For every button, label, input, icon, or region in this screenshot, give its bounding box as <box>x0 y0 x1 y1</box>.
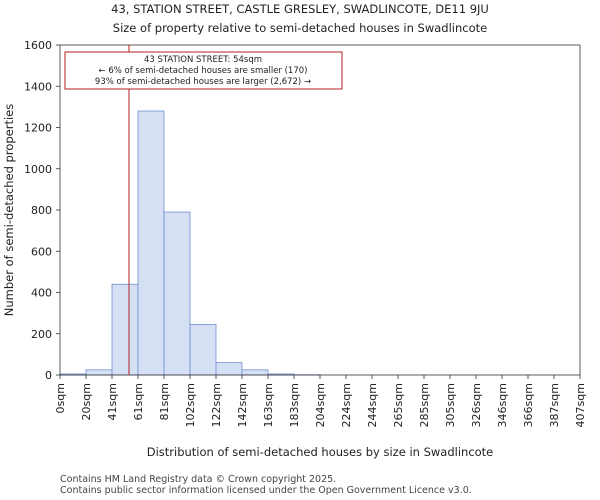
x-tick-label: 61sqm <box>132 383 145 420</box>
annotation-box: 43 STATION STREET: 54sqm ← 6% of semi-de… <box>64 51 343 90</box>
annotation-line-3: 93% of semi-detached houses are larger (… <box>95 77 311 87</box>
y-tick-label: 1000 <box>24 163 52 176</box>
x-tick-label: 305sqm <box>444 383 457 427</box>
y-tick-label: 600 <box>31 245 52 258</box>
x-tick-label: 407sqm <box>574 383 587 427</box>
x-tick-label: 81sqm <box>158 383 171 420</box>
annotation-frame <box>64 51 343 90</box>
y-tick-label: 0 <box>45 369 52 382</box>
x-tick-label: 204sqm <box>314 383 327 427</box>
x-tick-label: 0sqm <box>54 383 67 413</box>
y-tick-label: 200 <box>31 328 52 341</box>
x-tick-label: 142sqm <box>236 383 249 427</box>
x-tick-label: 244sqm <box>366 383 379 427</box>
y-tick-label: 1200 <box>24 122 52 135</box>
footer-line-1: Contains HM Land Registry data © Crown c… <box>60 474 337 485</box>
y-tick-label: 1400 <box>24 80 52 93</box>
chart-title-line-1: 43, STATION STREET, CASTLE GRESLEY, SWAD… <box>111 2 489 16</box>
x-tick-label: 366sqm <box>522 383 535 427</box>
annotation-line-2: ← 6% of semi-detached houses are smaller… <box>99 66 308 76</box>
y-tick-label: 1600 <box>24 39 52 52</box>
footer-line-2: Contains public sector information licen… <box>60 485 472 496</box>
y-tick-label: 400 <box>31 287 52 300</box>
bar-142sqm <box>241 369 269 376</box>
x-tick-label: 326sqm <box>470 383 483 427</box>
x-tick-label: 122sqm <box>210 383 223 427</box>
bar-61sqm <box>137 110 165 376</box>
y-tick-label: 800 <box>31 204 52 217</box>
x-tick-label: 41sqm <box>106 383 119 420</box>
x-axis: 0sqm 20sqm 41sqm 61sqm 81sqm 102sqm 122sqm 142s… <box>54 375 587 427</box>
x-tick-label: 102sqm <box>184 383 197 427</box>
x-tick-label: 285sqm <box>418 383 431 427</box>
bar-122sqm <box>215 362 243 376</box>
annotation-line-1: 43 STATION STREET: 54sqm <box>144 55 262 65</box>
chart-title-line-2: Size of property relative to semi-detach… <box>113 21 487 35</box>
x-tick-label: 163sqm <box>262 383 275 427</box>
y-axis-label: Number of semi-detached properties <box>2 104 16 316</box>
x-tick-label: 346sqm <box>496 383 509 427</box>
x-tick-label: 183sqm <box>288 383 301 427</box>
bar-41sqm <box>111 283 139 376</box>
bar-102sqm <box>189 324 217 376</box>
x-axis-label: Distribution of semi-detached houses by … <box>147 445 494 459</box>
x-tick-label: 224sqm <box>340 383 353 427</box>
bar-20sqm <box>85 369 113 376</box>
x-tick-label: 265sqm <box>392 383 405 427</box>
bars-group <box>59 110 321 376</box>
y-axis: 0 200 400 600 800 1000 1200 1400 1600 <box>24 39 60 382</box>
bar-81sqm <box>163 211 191 376</box>
x-tick-label: 387sqm <box>548 383 561 427</box>
x-tick-label: 20sqm <box>80 383 93 420</box>
